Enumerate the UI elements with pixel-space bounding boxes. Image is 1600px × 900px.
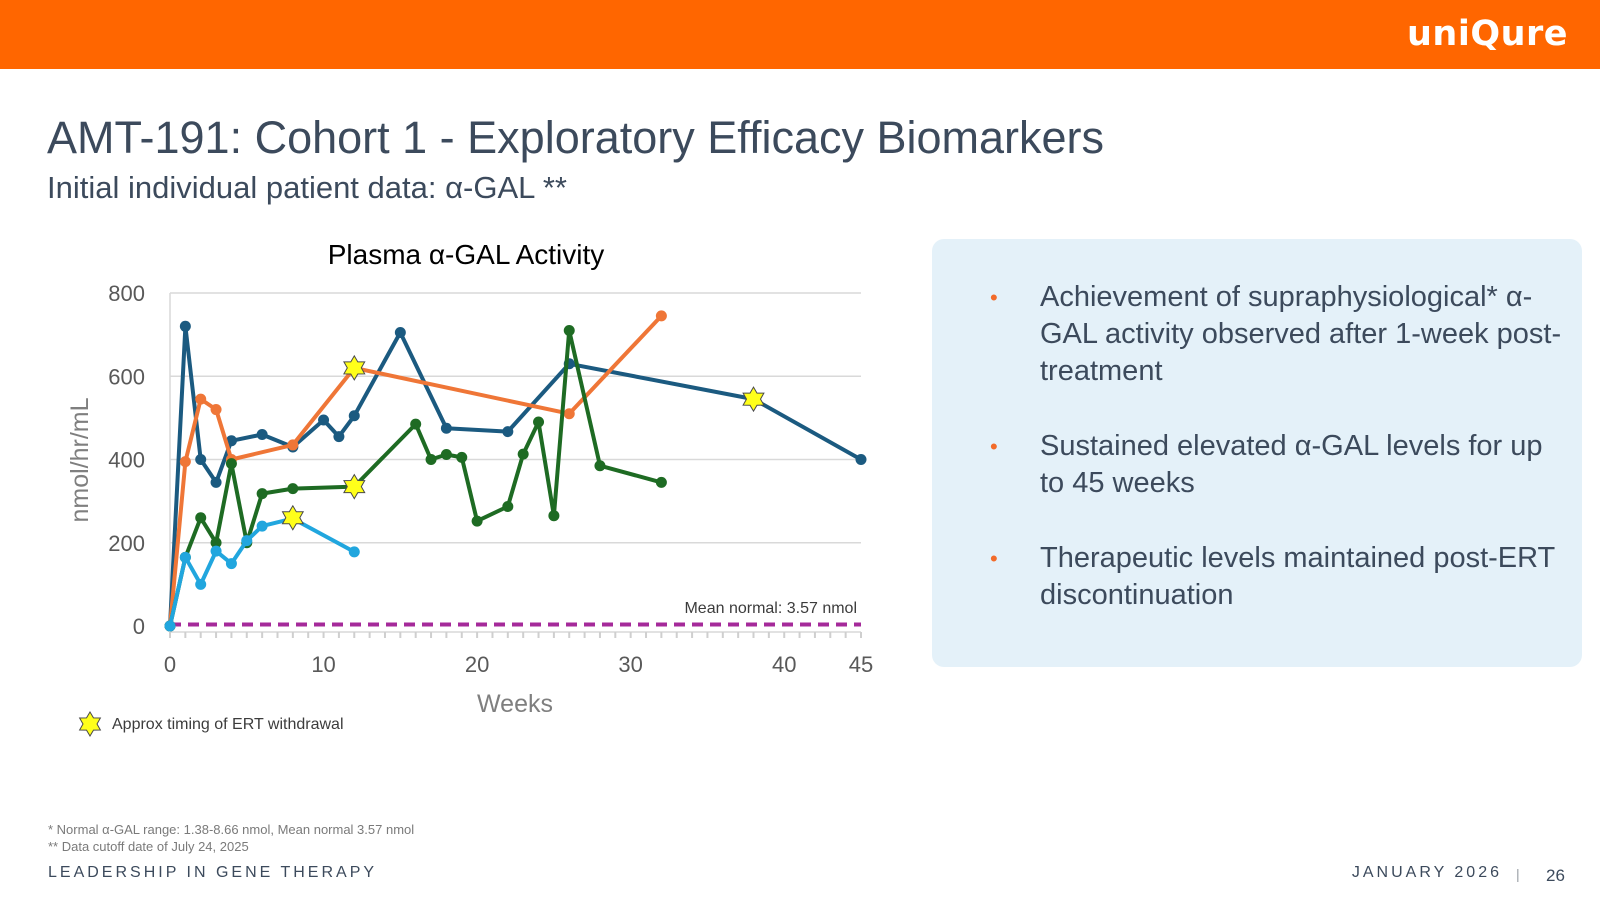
marker-legend: Approx timing of ERT withdrawal [78, 711, 344, 737]
finding-item: • Therapeutic levels maintained post-ERT … [990, 540, 1570, 614]
data-point [410, 418, 422, 430]
data-point [533, 416, 545, 428]
data-point [179, 456, 191, 468]
data-point [256, 520, 268, 532]
data-point [210, 545, 222, 557]
data-point [456, 451, 468, 463]
data-point [348, 546, 360, 558]
footnote-data-cutoff: ** Data cutoff date of July 24, 2025 [48, 839, 249, 854]
data-point [287, 439, 299, 451]
data-point [225, 458, 237, 470]
data-point [333, 431, 345, 443]
data-point [179, 551, 191, 563]
y-tick-label: 800 [108, 281, 145, 306]
data-point [517, 448, 529, 460]
ert-withdrawal-star [343, 473, 366, 500]
bullet-icon: • [990, 285, 998, 310]
data-point [195, 512, 207, 524]
data-point [348, 410, 360, 422]
data-point [195, 578, 207, 590]
series-1 [164, 320, 867, 632]
data-point [210, 537, 222, 549]
footer-tagline: LEADERSHIP IN GENE THERAPY [48, 864, 378, 881]
data-point [440, 422, 452, 434]
data-point [225, 558, 237, 570]
data-point [563, 408, 575, 420]
y-tick-label: 400 [108, 448, 145, 473]
x-tick-label: 30 [618, 652, 642, 677]
marker-legend-label: Approx timing of ERT withdrawal [112, 716, 344, 733]
data-point [655, 476, 667, 488]
series-line [168, 516, 357, 628]
ert-withdrawal-star [742, 386, 765, 413]
y-tick-label: 0 [133, 614, 145, 639]
data-point [195, 393, 207, 405]
key-findings-panel: • Achievement of supraphysiological* α-GA… [932, 239, 1582, 667]
x-tick-label: 40 [772, 652, 796, 677]
series-3 [164, 324, 667, 632]
finding-text: Achievement of supraphysiological* α-GAL… [1040, 281, 1562, 387]
footer-separator: | [1516, 866, 1520, 882]
data-point [179, 320, 191, 332]
series-2 [164, 310, 667, 632]
data-point [256, 429, 268, 441]
bullet-icon: • [990, 546, 998, 571]
finding-text: Sustained elevated α-GAL levels for up t… [1040, 430, 1543, 499]
chart-title: Plasma α-GAL Activity [328, 239, 605, 270]
x-axis-label: Weeks [477, 690, 553, 718]
series-line [168, 328, 664, 628]
data-point [471, 515, 483, 527]
footer-date: JANUARY 2026 [1351, 864, 1502, 881]
finding-item: • Sustained elevated α-GAL levels for up … [990, 428, 1570, 502]
data-point [594, 460, 606, 472]
data-point [394, 327, 406, 339]
data-point [195, 454, 207, 465]
alpha-gal-chart: Plasma α-GAL Activity 0 200 400 600 800 0 10 20… [66, 239, 873, 737]
data-point [164, 620, 176, 632]
y-tick-label: 200 [108, 531, 145, 556]
y-tick-label: 600 [108, 364, 145, 389]
reference-line-label: Mean normal: 3.57 nmol [684, 600, 857, 617]
page-title: AMT-191: Cohort 1 - Exploratory Efficacy… [47, 112, 1105, 163]
series-line [168, 324, 863, 628]
key-findings-list: • Achievement of supraphysiological* α-GA… [990, 279, 1570, 652]
data-point [256, 488, 268, 500]
data-point [548, 510, 560, 522]
page-subtitle: Initial individual patient data: α-GAL *… [47, 170, 567, 205]
data-point [210, 404, 222, 416]
data-point [563, 324, 575, 336]
x-tick-label: 45 [849, 652, 873, 677]
data-point [855, 454, 867, 465]
data-point [502, 426, 514, 438]
data-point [655, 310, 667, 322]
star-icon [78, 711, 102, 737]
data-point [287, 483, 299, 495]
ert-withdrawal-star [281, 504, 305, 531]
data-point [440, 449, 452, 461]
data-point [241, 535, 253, 547]
x-tick-label: 10 [311, 652, 335, 677]
data-point [210, 476, 222, 488]
x-tick-label: 20 [465, 652, 489, 677]
data-point [502, 501, 514, 513]
footnote-normal-range: * Normal α-GAL range: 1.38-8.66 nmol, Me… [48, 822, 415, 837]
finding-item: • Achievement of supraphysiological* α-GA… [990, 279, 1570, 390]
ert-withdrawal-star [343, 354, 366, 381]
finding-text: Therapeutic levels maintained post-ERT d… [1040, 542, 1555, 611]
data-point [425, 454, 437, 465]
data-point [225, 435, 237, 447]
y-axis-label: nmol/hr/mL [66, 397, 94, 522]
company-logo: uniQure [1407, 14, 1568, 54]
page-number: 26 [1546, 866, 1565, 885]
bullet-icon: • [990, 434, 998, 459]
x-tick-label: 0 [164, 652, 176, 677]
data-point [318, 414, 330, 426]
header-bar: uniQure [0, 0, 1600, 69]
